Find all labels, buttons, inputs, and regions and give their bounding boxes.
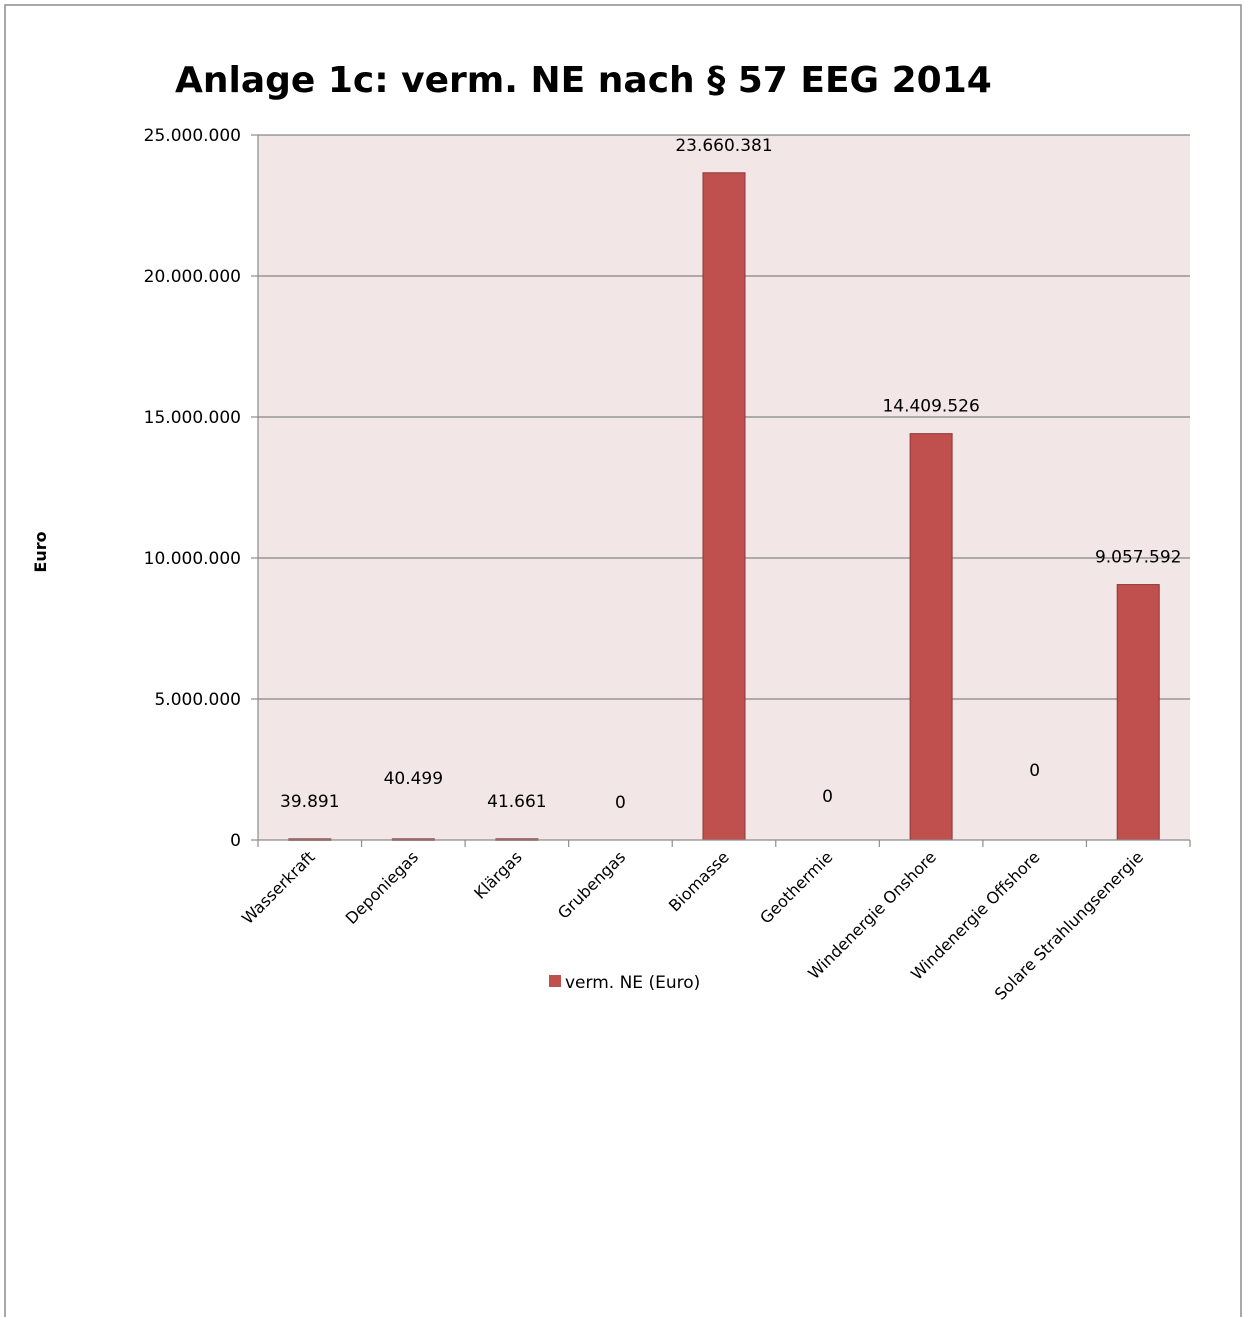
y-axis-label: Euro	[31, 531, 50, 572]
y-tick-labels: 0 5.000.000 10.000.000 15.000.000 20.000.000…	[144, 126, 241, 851]
y-tick-label: 0	[230, 831, 241, 851]
data-label: 0	[822, 787, 833, 807]
y-tick-label: 10.000.000	[144, 549, 241, 569]
y-tick-label: 5.000.000	[154, 690, 241, 710]
data-label: 0	[615, 793, 626, 813]
bar	[1116, 584, 1160, 841]
legend-swatch	[549, 975, 561, 987]
chart-title: Anlage 1c: verm. NE nach § 57 EEG 2014	[175, 60, 992, 101]
bar	[909, 433, 953, 841]
data-label: 40.499	[384, 769, 443, 789]
legend-label: verm. NE (Euro)	[565, 973, 700, 993]
data-labels: 39.891 40.499 41.661 0 23.660.381 0 14.409.526…	[280, 136, 1181, 813]
data-label: 0	[1029, 761, 1040, 781]
bar	[702, 172, 746, 841]
data-label: 41.661	[487, 792, 546, 812]
y-tick-label: 25.000.000	[144, 126, 241, 146]
axes	[251, 134, 1191, 847]
data-label: 9.057.592	[1095, 548, 1182, 568]
data-label: 14.409.526	[882, 397, 979, 417]
data-label: 39.891	[280, 792, 339, 812]
y-tick-label: 20.000.000	[144, 267, 241, 287]
bars	[288, 172, 1160, 841]
data-label: 23.660.381	[675, 136, 772, 156]
legend: verm. NE (Euro)	[549, 973, 700, 993]
y-tick-label: 15.000.000	[144, 408, 241, 428]
